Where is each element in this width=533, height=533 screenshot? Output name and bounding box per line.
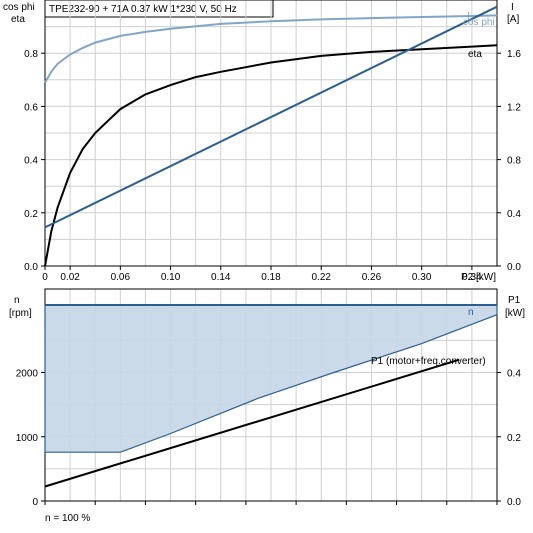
cos-phi-series-label: cos phi [463,17,495,28]
top-y-right-tick-label: 1.6 [507,49,521,60]
top-y-left-tick-label: 0.8 [24,49,38,60]
bottom-y-right-tick-label: 0.4 [507,369,521,380]
current-series-label: I [467,11,470,22]
bottom-y-left-tick-label: 0 [32,497,38,508]
top-y-right-tick-label: 0.0 [507,262,521,273]
top-ticks: 0 0.02 0.06 0.10 0.14 0.18 0.22 0.26 0.30 0.34 0.0… [24,49,521,283]
top-y-right-tick-label: 1.2 [507,102,521,113]
current-line [44,5,498,229]
top-y-left-tick-label: 0.4 [24,156,38,167]
footer-note: n = 100 % [45,513,90,524]
top-x-tick-label: 0 [42,272,48,283]
top-y-left-tick-label: 0.0 [24,262,38,273]
bottom-series [44,304,498,488]
top-x-tick-label: 0.30 [412,272,432,283]
header-title: TPE232-90 + 71A 0.37 kW 1*230 V, 50 Hz [49,4,237,15]
bottom-y-left-label-1: n [14,295,20,306]
top-x-tick-label: 0.02 [60,272,80,283]
cos-phi-line [44,14,498,84]
bottom-y-left-tick-label: 2000 [16,369,39,380]
bottom-y-right-label-1: P1 [508,295,521,306]
top-y-left-tick-label: 0.6 [24,102,38,113]
bottom-y-left-label-2: [rpm] [9,308,32,319]
speed-min-line [45,314,498,453]
top-x-tick-label: 0.18 [261,272,281,283]
bottom-y-right-tick-label: 0.0 [507,497,521,508]
bottom-y-left-tick-label: 1000 [16,433,39,444]
top-x-tick-label: 0.06 [111,272,131,283]
p1-series-label: P1 (motor+freq.converter) [371,356,486,367]
top-y-right-label-1: I [511,2,514,13]
top-grid [44,0,498,267]
top-y-right-tick-label: 0.8 [507,156,521,167]
bottom-ticks: 0 1000 2000 0.0 0.2 0.4 [16,369,522,508]
eta-line [44,44,498,267]
top-x-tick-label: 0.22 [311,272,331,283]
eta-series-label: eta [468,49,482,60]
bottom-y-right-label-2: [kW] [505,308,525,319]
top-x-tick-label: 0.34 [462,272,482,283]
top-y-left-label-2: eta [11,14,25,25]
speed-range-area [45,305,497,453]
top-x-tick-label: 0.10 [161,272,181,283]
top-x-tick-label: 0.26 [362,272,382,283]
top-x-tick-label: 0.14 [211,272,231,283]
top-y-right-label-2: [A] [507,14,519,25]
top-series [44,5,498,267]
top-y-left-label-1: cos phi [3,2,35,13]
bottom-y-right-tick-label: 0.2 [507,433,521,444]
top-y-left-tick-label: 0.2 [24,209,38,220]
p1-line [44,358,460,488]
speed-series-label: n [468,307,474,318]
top-x-axis-label: P2 [kW] [461,272,496,283]
top-y-right-tick-label: 0.4 [507,209,521,220]
